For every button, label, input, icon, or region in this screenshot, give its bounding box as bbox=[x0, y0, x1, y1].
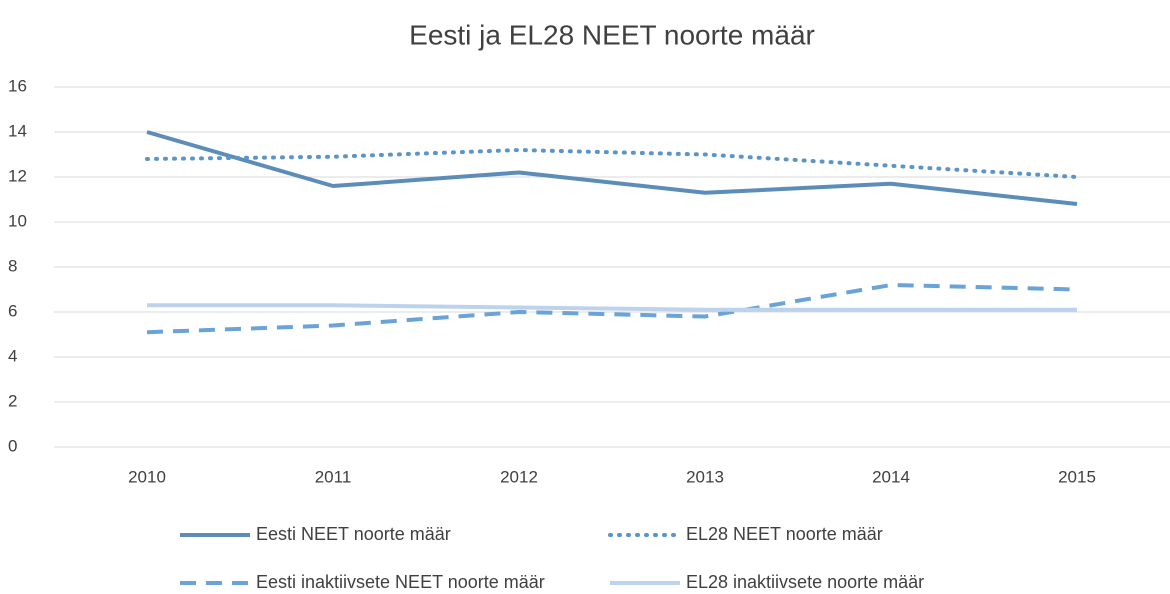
y-tick-label: 8 bbox=[8, 256, 17, 275]
x-tick-label: 2015 bbox=[1058, 467, 1096, 486]
legend-label: Eesti inaktiivsete NEET noorte määr bbox=[256, 572, 545, 592]
series-line bbox=[146, 130, 1078, 206]
y-tick-label: 16 bbox=[8, 76, 27, 95]
y-tick-label: 6 bbox=[8, 301, 17, 320]
x-tick-label: 2013 bbox=[686, 467, 724, 486]
y-tick-label: 2 bbox=[8, 391, 17, 410]
chart-title: Eesti ja EL28 NEET noorte määr bbox=[409, 19, 815, 50]
y-tick-label: 14 bbox=[8, 121, 27, 140]
y-tick-label: 10 bbox=[8, 211, 27, 230]
legend-label: Eesti NEET noorte määr bbox=[256, 524, 451, 544]
y-tick-label: 4 bbox=[8, 346, 17, 365]
x-tick-label: 2010 bbox=[128, 467, 166, 486]
y-tick-label: 12 bbox=[8, 166, 27, 185]
x-tick-label: 2012 bbox=[500, 467, 538, 486]
series-line bbox=[145, 148, 1079, 179]
legend-label: EL28 NEET noorte määr bbox=[686, 524, 883, 544]
y-tick-label: 0 bbox=[8, 436, 17, 455]
series-line bbox=[147, 303, 1077, 312]
x-tick-label: 2011 bbox=[315, 467, 352, 486]
x-tick-label: 2014 bbox=[872, 467, 910, 486]
legend-label: EL28 inaktiivsete noorte määr bbox=[686, 572, 924, 592]
